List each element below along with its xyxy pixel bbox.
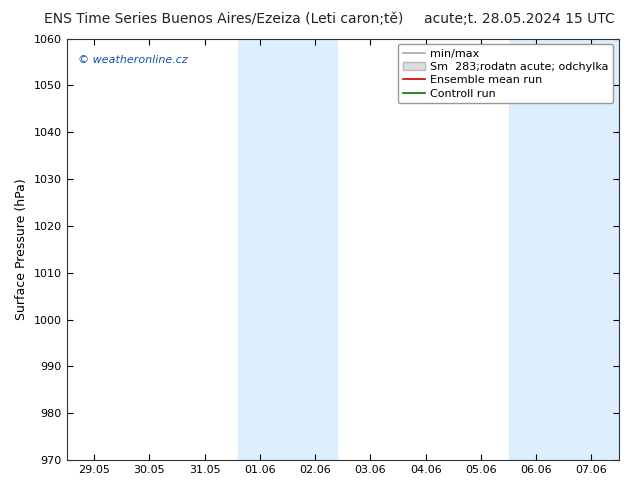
Legend: min/max, Sm  283;rodatn acute; odchylka, Ensemble mean run, Controll run: min/max, Sm 283;rodatn acute; odchylka, … bbox=[398, 44, 614, 103]
Bar bbox=[238, 39, 337, 460]
Text: © weatheronline.cz: © weatheronline.cz bbox=[77, 55, 187, 66]
Y-axis label: Surface Pressure (hPa): Surface Pressure (hPa) bbox=[15, 178, 28, 320]
Bar bbox=[508, 39, 619, 460]
Text: ENS Time Series Buenos Aires/Ezeiza (Leti caron;tě): ENS Time Series Buenos Aires/Ezeiza (Let… bbox=[44, 12, 404, 26]
Text: acute;t. 28.05.2024 15 UTC: acute;t. 28.05.2024 15 UTC bbox=[424, 12, 615, 26]
